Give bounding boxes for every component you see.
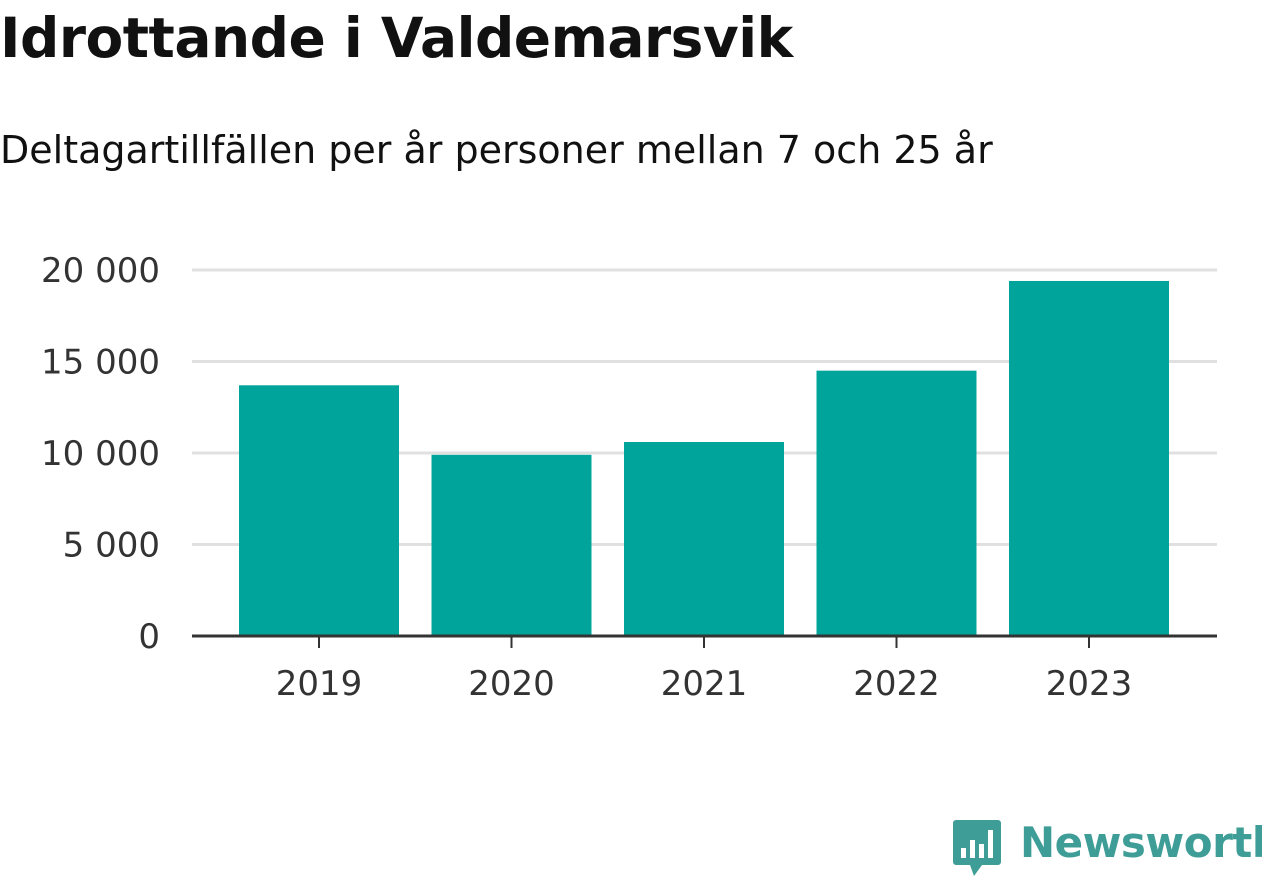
bar-2023 bbox=[1009, 280, 1169, 636]
y-tick-label: 15 000 bbox=[41, 343, 160, 383]
y-tick-label: 20 000 bbox=[41, 251, 160, 291]
x-tick-label: 2020 bbox=[468, 664, 555, 704]
y-axis-tick-labels: 0 5 000 10 000 15 000 20 000 bbox=[41, 251, 160, 657]
chart-title: Idrottande i Valdemarsvik bbox=[0, 6, 793, 70]
bar-2022 bbox=[816, 370, 977, 636]
x-tick-label: 2023 bbox=[1046, 664, 1133, 704]
x-tick-label: 2021 bbox=[661, 664, 748, 704]
y-tick-label: 0 bbox=[138, 617, 160, 657]
bar-2020 bbox=[431, 454, 592, 636]
newsworthy-logo-icon bbox=[953, 820, 1001, 876]
newsworthy-brand: Newsworthy bbox=[952, 818, 1262, 880]
x-tick-label: 2019 bbox=[276, 664, 363, 704]
chart-subtitle: Deltagartillfällen per år personer mella… bbox=[0, 128, 993, 172]
y-tick-label: 5 000 bbox=[63, 526, 160, 566]
x-tick-label: 2022 bbox=[853, 664, 940, 704]
brand-name: Newsworthy bbox=[1020, 818, 1262, 867]
bar-2019 bbox=[239, 385, 399, 636]
x-axis-tick-labels: 2019 2020 2021 2022 2023 bbox=[276, 664, 1133, 704]
y-tick-label: 10 000 bbox=[41, 434, 160, 474]
bar-2021 bbox=[624, 442, 784, 636]
bars bbox=[239, 280, 1169, 636]
x-axis bbox=[192, 634, 1217, 648]
